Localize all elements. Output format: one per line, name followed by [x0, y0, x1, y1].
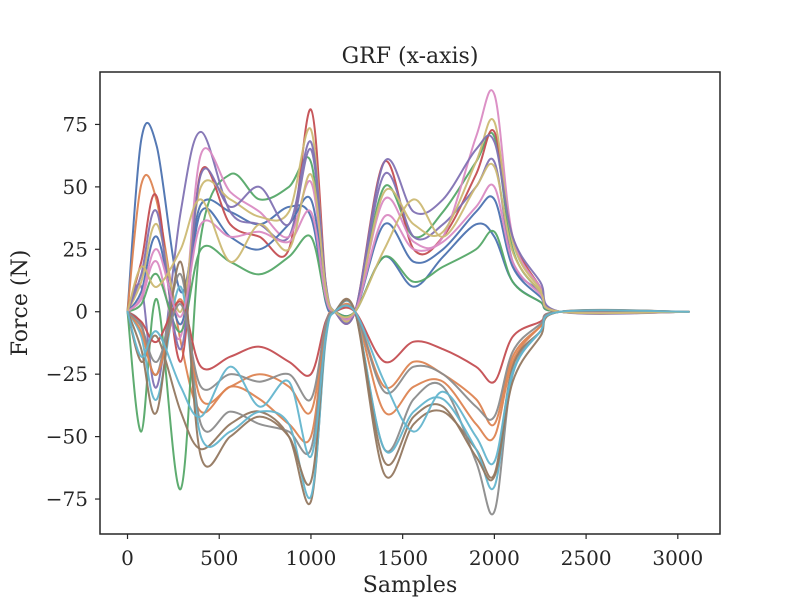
x-axis-label: Samples: [363, 573, 457, 598]
x-tick-label: 0: [121, 546, 134, 570]
y-tick-label: 50: [63, 175, 88, 199]
series-layer: [126, 89, 690, 516]
y-axis-ticks: −75 −50 −25 0 25 50 75: [46, 112, 100, 511]
x-tick-label: 2000: [469, 546, 520, 570]
x-tick-label: 1000: [285, 546, 336, 570]
y-tick-label: −25: [46, 362, 88, 386]
y-tick-label: −50: [46, 425, 88, 449]
y-axis-label: Force (N): [8, 250, 33, 357]
series-line-20: [126, 304, 690, 466]
x-tick-label: 1500: [377, 546, 428, 570]
y-tick-label: 75: [63, 112, 88, 136]
y-tick-label: −75: [46, 487, 88, 511]
y-tick-label: 25: [63, 237, 88, 261]
x-tick-label: 500: [200, 546, 238, 570]
y-tick-label: 0: [75, 300, 88, 324]
x-tick-label: 3000: [652, 546, 703, 570]
x-axis-ticks: 0 500 1000 1500 2000 2500 3000: [121, 534, 703, 570]
plot-frame: [99, 71, 721, 535]
chart-title: GRF (x-axis): [342, 44, 479, 69]
x-tick-label: 2500: [561, 546, 612, 570]
